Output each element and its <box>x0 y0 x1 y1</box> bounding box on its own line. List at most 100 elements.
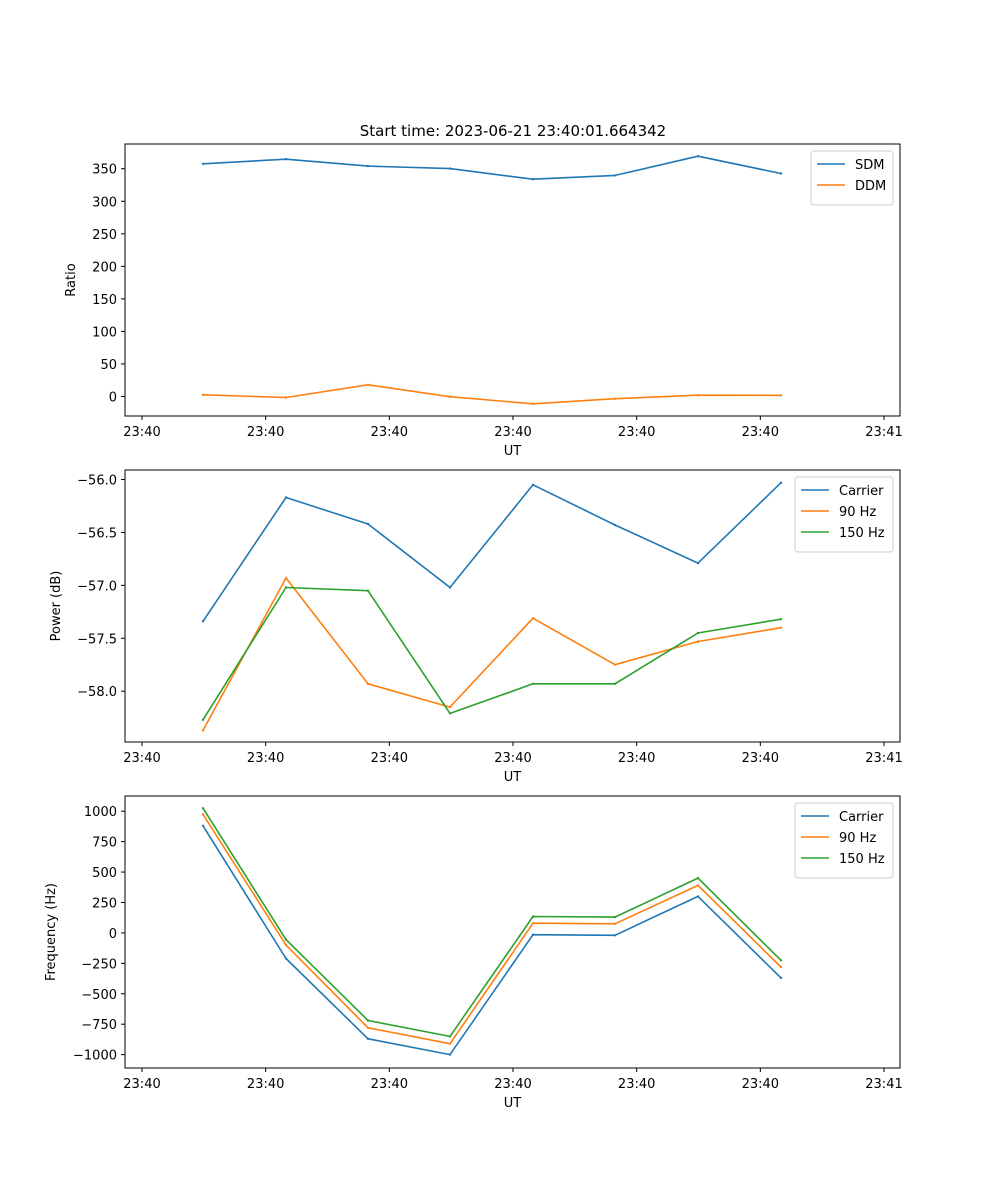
data-point <box>201 162 205 165</box>
y-tick-label: −56.5 <box>77 526 117 541</box>
x-tick-label: 23:40 <box>123 1077 160 1092</box>
y-tick-label: 750 <box>92 836 117 851</box>
data-point <box>779 626 783 629</box>
x-axis-label: UT <box>504 444 522 459</box>
x-tick-label: 23:40 <box>742 751 779 766</box>
x-tick-label: 23:40 <box>371 751 408 766</box>
y-axis-label: Ratio <box>64 263 79 296</box>
y-axis-label: Frequency (Hz) <box>44 883 59 981</box>
data-point <box>531 617 535 620</box>
legend: Carrier 90 Hz 150 Hz <box>794 802 894 879</box>
x-tick-label: 23:40 <box>742 1077 779 1092</box>
data-point <box>448 167 452 170</box>
y-tick-label: 250 <box>92 896 117 911</box>
data-point <box>201 729 205 732</box>
x-tick-label: 23:40 <box>371 1077 408 1092</box>
data-point <box>284 576 288 580</box>
series-line-150-hz <box>202 586 782 721</box>
data-point <box>779 172 783 175</box>
legend-label: Carrier <box>839 810 884 825</box>
x-axis-label: UT <box>504 1096 522 1111</box>
data-point <box>201 807 205 810</box>
data-point <box>201 620 205 623</box>
legend-box <box>794 476 894 553</box>
y-tick-label: −57.5 <box>77 632 117 647</box>
data-point <box>448 1042 452 1045</box>
data-point <box>779 394 783 397</box>
data-point <box>696 561 700 565</box>
x-tick-label: 23:40 <box>371 425 408 440</box>
data-point <box>531 915 535 918</box>
legend-label: DDM <box>855 179 886 194</box>
legend: Carrier 90 Hz 150 Hz <box>794 476 894 553</box>
data-point <box>201 813 205 816</box>
y-tick-label: 500 <box>92 866 117 881</box>
data-point <box>531 178 535 181</box>
data-point <box>696 895 700 898</box>
x-tick-label: 23:40 <box>494 425 531 440</box>
x-axis-label: UT <box>504 770 522 785</box>
data-point <box>696 876 700 880</box>
data-point <box>366 1026 370 1030</box>
y-tick-label: 50 <box>100 358 117 373</box>
y-axis-label: Power (dB) <box>49 571 64 642</box>
data-point <box>613 915 617 919</box>
x-tick-label: 23:40 <box>742 425 779 440</box>
data-point <box>284 943 288 947</box>
data-point <box>531 933 535 936</box>
x-tick-label: 23:40 <box>618 751 655 766</box>
data-point <box>366 589 370 592</box>
series-line-carrier <box>202 825 782 1056</box>
data-point <box>284 957 288 960</box>
x-tick-label: 23:40 <box>123 425 160 440</box>
chart-panel-1: 0 50 100 150 200 250 300 350 23:40 23:40 23:40 23:4… <box>64 143 903 459</box>
y-tick-label: 100 <box>92 325 117 340</box>
data-point <box>696 631 700 635</box>
y-tick-label: −500 <box>81 988 117 1003</box>
data-point <box>284 158 288 161</box>
y-tick-label: −57.0 <box>77 579 117 594</box>
x-tick-label: 23:40 <box>247 751 284 766</box>
data-point <box>779 959 783 962</box>
y-tick-label: 150 <box>92 293 117 308</box>
data-point <box>531 922 535 925</box>
x-tick-label: 23:40 <box>494 751 531 766</box>
data-point <box>448 1035 452 1038</box>
x-tick-label: 23:40 <box>247 1077 284 1092</box>
x-tick-label: 23:40 <box>247 425 284 440</box>
data-point <box>779 965 783 969</box>
data-point <box>448 395 452 398</box>
data-point <box>531 682 535 685</box>
y-tick-label: 0 <box>109 390 117 405</box>
y-tick-label: 300 <box>92 195 117 210</box>
data-point <box>201 718 205 721</box>
data-point <box>779 481 783 484</box>
series-line-90-hz <box>202 577 782 731</box>
legend-label: 90 Hz <box>839 831 876 846</box>
y-tick-label: −250 <box>81 957 117 972</box>
x-tick-label: 23:40 <box>123 751 160 766</box>
y-tick-label: −58.0 <box>77 685 117 700</box>
legend-label: 90 Hz <box>839 505 876 520</box>
data-point <box>366 1019 370 1022</box>
data-point <box>779 976 783 980</box>
y-tick-label: 0 <box>109 927 117 942</box>
x-tick-label: 23:41 <box>865 1077 902 1092</box>
y-tick-label: −750 <box>81 1018 117 1033</box>
data-point <box>284 938 288 941</box>
data-point <box>284 396 288 399</box>
data-point <box>366 164 370 168</box>
chart-panels: 0 50 100 150 200 250 300 350 23:40 23:40 23:40 23:4… <box>44 143 903 1111</box>
data-point <box>284 496 288 499</box>
chart-panel-2: −58.0 −57.5 −57.0 −56.5 −56.0 23:40 23:40 23:40… <box>49 469 903 785</box>
x-tick-label: 23:40 <box>494 1077 531 1092</box>
data-point <box>284 586 288 589</box>
data-point <box>201 393 205 396</box>
data-point <box>531 483 535 486</box>
legend-label: SDM <box>855 158 884 173</box>
data-point <box>613 397 617 400</box>
legend-box <box>794 802 894 879</box>
data-point <box>696 640 700 643</box>
series-line-sdm <box>202 155 782 180</box>
